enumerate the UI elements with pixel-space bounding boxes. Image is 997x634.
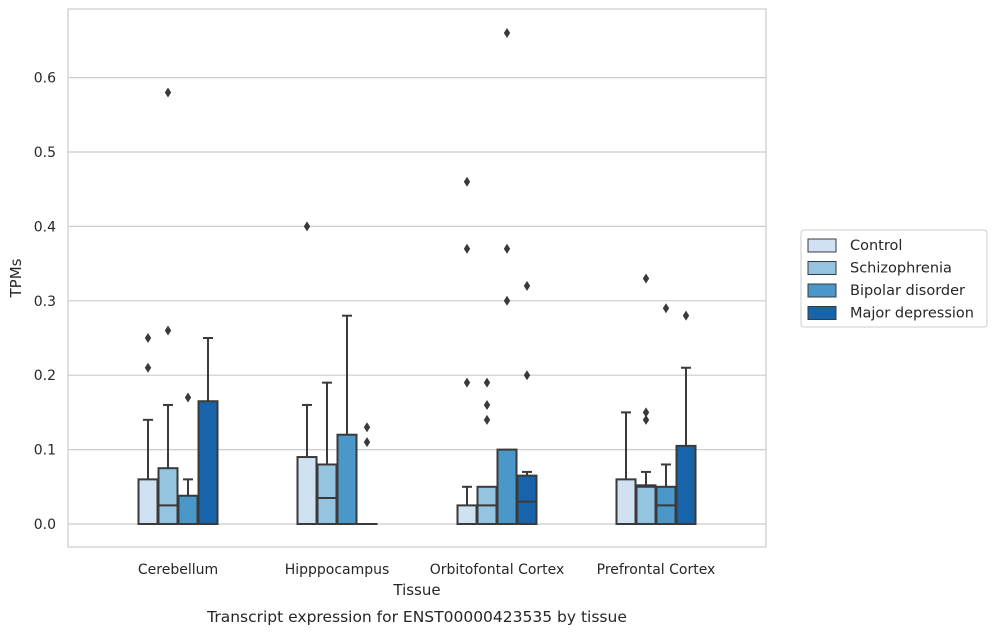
y-gridlines <box>68 76 766 525</box>
legend-label: Bipolar disorder <box>850 283 965 299</box>
x-tick-labels: Cerebellum Hipppocampus Orbitofontal Corte… <box>138 562 715 578</box>
box <box>137 478 159 525</box>
y-tick-labels: 0.0 0.1 0.2 0.3 0.4 0.5 0.6 <box>34 71 56 533</box>
outlier <box>463 176 471 187</box>
legend-swatch <box>807 283 837 298</box>
box-2-3 <box>516 280 538 526</box>
box-3-2 <box>655 303 677 525</box>
outlier <box>363 422 371 433</box>
y-tick-label: 0.4 <box>34 219 56 235</box>
box-0-1 <box>157 87 179 526</box>
outlier <box>363 437 371 448</box>
box <box>336 433 358 525</box>
box <box>157 467 179 526</box>
box <box>197 400 219 525</box>
legend: Control Schizophrenia Bipolar disorder Majo… <box>800 229 988 328</box>
box-2-1 <box>476 377 498 525</box>
outlier <box>523 370 531 381</box>
box-3-3 <box>675 310 697 526</box>
box <box>516 474 538 526</box>
y-tick-label: 0.6 <box>34 71 56 87</box>
box-1-2 <box>336 314 358 525</box>
legend-label: Major depression <box>850 306 974 322</box>
legend-swatch <box>807 238 837 253</box>
outlier <box>503 27 511 38</box>
outlier <box>503 243 511 254</box>
outlier <box>144 333 152 343</box>
box <box>496 448 518 526</box>
box <box>316 463 338 526</box>
box-0-2 <box>177 392 199 525</box>
x-tick-label: Cerebellum <box>138 562 218 578</box>
outlier <box>642 273 650 284</box>
y-tick-label: 0.2 <box>34 368 56 384</box>
box-2-0 <box>456 176 478 525</box>
outlier <box>303 221 311 232</box>
outlier <box>164 87 172 98</box>
legend-label: Schizophrenia <box>850 261 952 277</box>
box-0-3 <box>197 337 219 525</box>
outlier <box>184 392 192 403</box>
box <box>456 504 478 525</box>
outlier <box>463 377 471 388</box>
outlier <box>682 310 690 321</box>
box-1-3 <box>356 422 378 526</box>
outlier <box>523 280 531 291</box>
plot-frame <box>67 8 767 548</box>
legend-swatch <box>807 306 837 320</box>
x-axis-label: Tissue <box>392 581 440 599</box>
figure-caption: Transcript expression for ENST0000042353… <box>206 608 627 626</box>
x-tick-label: Prefrontal Cortex <box>597 562 716 578</box>
outlier <box>164 325 172 336</box>
outlier <box>483 399 491 410</box>
outlier <box>144 362 152 373</box>
y-tick-label: 0.1 <box>34 443 56 459</box>
box <box>177 494 199 525</box>
outlier <box>642 414 650 425</box>
legend-label: Control <box>850 238 902 254</box>
box-groups <box>137 27 697 526</box>
box-1-0 <box>296 221 318 526</box>
outlier <box>503 295 511 306</box>
plot-area <box>68 9 766 547</box>
box <box>296 456 318 526</box>
legend-frame <box>800 229 988 328</box>
y-tick-label: 0.0 <box>34 517 56 533</box>
outlier <box>463 243 471 254</box>
outlier <box>483 377 491 388</box>
outlier <box>642 407 650 418</box>
y-tick-label: 0.3 <box>34 294 56 310</box>
box-2-2 <box>496 27 518 526</box>
x-tick-label: Orbitofontal Cortex <box>430 562 565 578</box>
x-tick-label: Hipppocampus <box>285 562 390 578</box>
box-1-1 <box>316 381 338 526</box>
outlier <box>483 414 491 425</box>
box <box>635 484 657 526</box>
legend-swatch <box>807 261 837 275</box>
box <box>675 444 697 526</box>
y-tick-label: 0.5 <box>34 145 56 161</box>
box <box>615 478 637 525</box>
outlier <box>662 303 670 314</box>
y-axis-label: TPMs <box>7 258 25 298</box>
